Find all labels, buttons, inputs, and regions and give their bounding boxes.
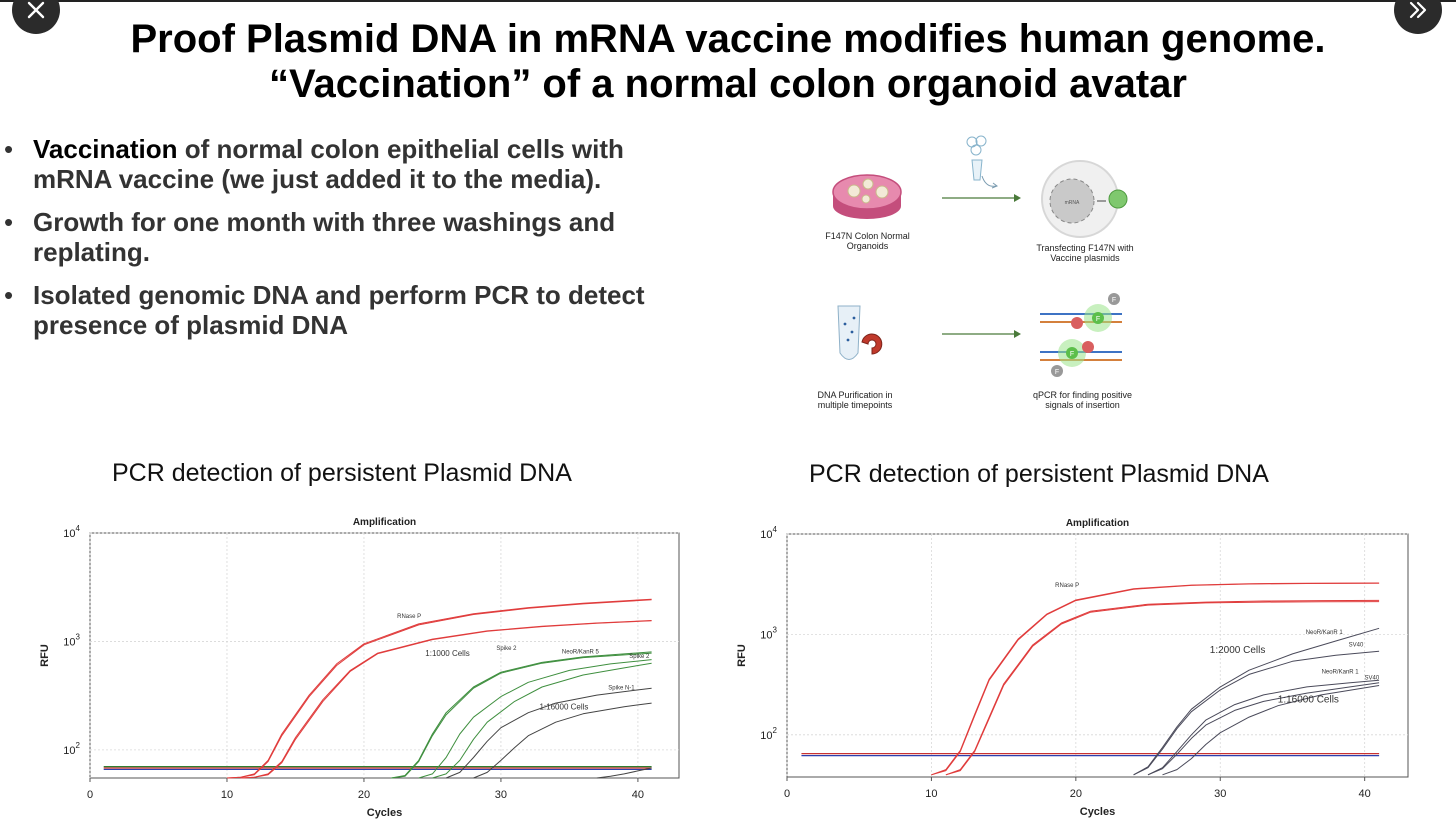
bullet-list: • Vaccination of normal colon epithelial … <box>4 134 704 353</box>
amplification-curve <box>945 601 1380 776</box>
arrow-icon <box>942 330 1021 338</box>
amplification-curve <box>226 599 652 779</box>
amplification-chart-left: 0 10 20 30 40 102 103 104 Amplification Cycles RFU… <box>39 517 680 819</box>
chart-title: Amplification <box>1066 518 1129 529</box>
amplification-curve <box>1147 682 1380 776</box>
curve-label: SV40 <box>1365 676 1380 682</box>
y-tick-label: 104 <box>63 524 80 540</box>
vial-label: mRNA <box>1065 200 1080 206</box>
diagram-caption-step1: F147N Colon Normal Organoids <box>825 231 910 251</box>
amplification-curve <box>240 620 652 779</box>
curve-label: NeoR/KanR 5 <box>562 650 600 656</box>
double-chevron-right-icon <box>1409 1 1427 19</box>
dna-purification-tube-icon <box>837 305 883 360</box>
workflow-diagram: mRNA F F <box>800 128 1160 418</box>
curve-label: NeoR/KanR 1 <box>1322 669 1360 675</box>
curve-label: RNase P <box>1055 583 1079 589</box>
top-edge <box>0 0 1456 2</box>
y-tick-label: 103 <box>63 632 80 648</box>
amplification-curve <box>1133 627 1380 776</box>
amplification-curve <box>1162 685 1380 776</box>
y-axis-label: RFU <box>39 644 51 667</box>
y-tick-label: 103 <box>760 625 777 641</box>
curve-label: SV40 <box>1349 642 1364 648</box>
svg-text:F: F <box>1055 369 1059 376</box>
y-tick-label: 102 <box>760 726 777 742</box>
amplification-curve <box>1147 679 1380 776</box>
x-axis-label: Cycles <box>1080 806 1115 818</box>
close-button[interactable] <box>12 0 60 34</box>
plot-frame <box>89 532 680 779</box>
slide-title-line-1: Proof Plasmid DNA in mRNA vaccine modifi… <box>130 17 1326 61</box>
x-tick-label: 30 <box>495 789 507 801</box>
amplification-curve <box>596 767 652 779</box>
amplification-curve <box>391 652 652 779</box>
amplification-curve <box>1133 650 1380 776</box>
x-tick-label: 10 <box>925 788 937 800</box>
svg-text:F: F <box>1096 316 1100 323</box>
amplification-curve <box>432 662 652 779</box>
x-tick-label: 30 <box>1214 788 1226 800</box>
petri-dish-icon <box>832 174 902 219</box>
amplification-curve <box>445 687 652 779</box>
x-axis-label: Cycles <box>367 807 402 819</box>
amplification-chart-right: 0 10 20 30 40 102 103 104 Amplification Cycles RFU… <box>736 518 1409 818</box>
curve-label: Spike 2 <box>629 654 650 660</box>
curve-label: 1:1000 Cells <box>425 649 469 658</box>
svg-text:F: F <box>1070 351 1074 358</box>
diagram-caption-step2: Transfecting F147N with Vaccine plasmids <box>1036 243 1134 263</box>
curve-label: 1:16000 Cells <box>539 703 588 712</box>
curve-label: Spike N-1 <box>608 686 635 692</box>
x-tick-label: 20 <box>1070 788 1082 800</box>
right-chart-heading: PCR detection of persistent Plasmid DNA <box>809 460 1269 488</box>
svg-text:F: F <box>1112 297 1116 304</box>
amplification-curve <box>473 702 652 779</box>
y-tick-label: 102 <box>63 741 80 757</box>
x-tick-label: 0 <box>87 789 93 801</box>
close-icon <box>27 1 45 19</box>
vaccine-vial-icon <box>966 135 999 189</box>
x-tick-label: 10 <box>221 789 233 801</box>
slide-title-line-2: “Vaccination” of a normal colon organoid… <box>269 62 1187 106</box>
amplification-curve <box>391 651 652 779</box>
amplification-curve <box>226 598 652 779</box>
bullet-item: • Growth for one month with three washing… <box>4 207 616 267</box>
amplification-curve <box>931 582 1380 776</box>
amplification-curve <box>418 659 652 779</box>
curve-label: NeoR/KanR 1 <box>1306 630 1344 636</box>
bullet-item: • Isolated genomic DNA and perform PCR to… <box>4 280 645 340</box>
x-tick-label: 20 <box>358 789 370 801</box>
y-axis-label: RFU <box>736 644 748 667</box>
curve-label: Spike 2 <box>496 646 517 652</box>
plot-frame <box>786 533 1409 778</box>
diagram-caption-step3: DNA Purification in multiple timepoints <box>817 390 893 410</box>
y-tick-label: 104 <box>760 525 777 541</box>
bullet-item: • Vaccination of normal colon epithelial … <box>4 134 624 194</box>
left-chart-heading: PCR detection of persistent Plasmid DNA <box>112 459 572 487</box>
x-tick-label: 0 <box>784 788 790 800</box>
curve-label: RNase P <box>397 614 421 620</box>
chart-title: Amplification <box>353 517 416 528</box>
cell-icon: mRNA <box>1041 160 1128 238</box>
arrow-icon <box>942 194 1021 202</box>
x-tick-label: 40 <box>632 789 644 801</box>
diagram-caption-step4: qPCR for finding positive signals of ins… <box>1032 390 1133 410</box>
curve-label: 1:16000 Cells <box>1278 694 1339 705</box>
curve-label: 1:2000 Cells <box>1210 645 1266 656</box>
qpcr-probe-icon: F F F F <box>1040 293 1122 377</box>
x-tick-label: 40 <box>1359 788 1371 800</box>
